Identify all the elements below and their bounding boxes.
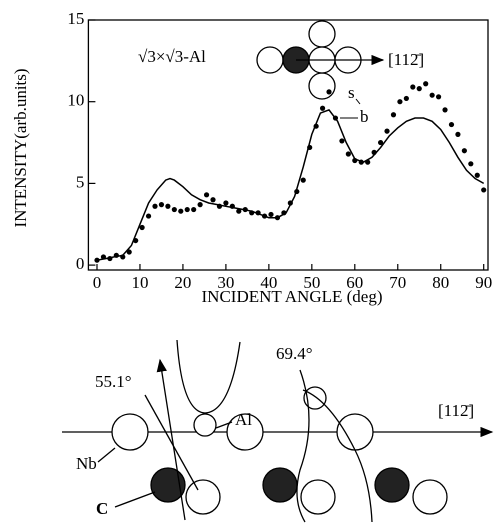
series-label: b: [360, 107, 369, 126]
direction-label: [112̄]: [388, 50, 424, 69]
data-point: [468, 161, 474, 167]
data-point: [300, 177, 306, 183]
data-point: [410, 84, 416, 90]
data-point: [145, 213, 152, 219]
x-tick-label: 40: [260, 273, 277, 292]
data-point: [223, 200, 229, 206]
y-tick-label: 5: [76, 172, 85, 191]
x-tick-label: 60: [346, 273, 363, 292]
data-point: [384, 128, 390, 134]
chart-title: √3×√3-Al: [138, 47, 206, 66]
data-point: [126, 249, 132, 255]
data-point: [171, 206, 177, 213]
data-point: [94, 257, 100, 263]
data-point: [203, 192, 210, 198]
data-point: [339, 138, 345, 144]
data-point: [184, 206, 190, 213]
data-point: [158, 202, 165, 208]
data-point: [326, 89, 332, 95]
direction-label: [112̄]: [438, 401, 474, 420]
x-tick-label: 20: [174, 273, 191, 292]
inset-lattice: [256, 20, 385, 100]
x-tick-label: 70: [389, 273, 406, 292]
data-point: [165, 203, 171, 209]
series-label: s: [348, 83, 355, 102]
x-tick-label: 50: [303, 273, 320, 292]
data-point: [435, 94, 442, 100]
data-point: [481, 187, 487, 193]
atom-label: Nb: [76, 454, 97, 473]
data-point: [197, 202, 203, 208]
diagram: [62, 339, 494, 523]
data-point: [139, 224, 145, 231]
data-point: [210, 197, 216, 203]
data-point: [461, 148, 467, 154]
y-tick-label: 10: [67, 91, 84, 110]
angle-label: 69.4°: [276, 344, 313, 363]
data-point: [429, 92, 435, 98]
data-point: [397, 99, 403, 105]
data-point: [455, 131, 461, 137]
data-point: [442, 107, 448, 113]
data-point: [345, 151, 351, 157]
y-tick-label: 0: [76, 254, 85, 273]
data-point: [178, 208, 184, 214]
y-axis-label: INTENSITY(arb.units): [11, 68, 30, 227]
x-tick-label: 30: [217, 273, 234, 292]
x-axis-label: INCIDENT ANGLE (deg): [202, 287, 383, 306]
plot-frame: [87, 19, 489, 271]
leader-line: [355, 98, 361, 105]
x-tick-label: 80: [432, 273, 449, 292]
data-point: [152, 203, 158, 209]
data-point: [236, 208, 242, 214]
y-tick-label: 15: [67, 9, 84, 28]
data-point: [416, 86, 422, 92]
data-point: [403, 95, 409, 102]
data-point: [377, 139, 384, 146]
atom-label: C: [96, 499, 108, 518]
angle-label: 55.1°: [95, 372, 132, 391]
data-line: [96, 109, 485, 261]
atom-label: Al: [235, 410, 252, 429]
data-point: [191, 206, 197, 213]
data-point: [448, 121, 455, 128]
data-point: [390, 112, 397, 118]
data-point: [474, 172, 480, 178]
x-tick-label: 0: [93, 273, 102, 292]
data-point: [423, 81, 429, 87]
x-tick-label: 10: [131, 273, 148, 292]
data-point: [319, 105, 326, 111]
data-point: [268, 211, 274, 218]
x-tick-label: 90: [475, 273, 492, 292]
